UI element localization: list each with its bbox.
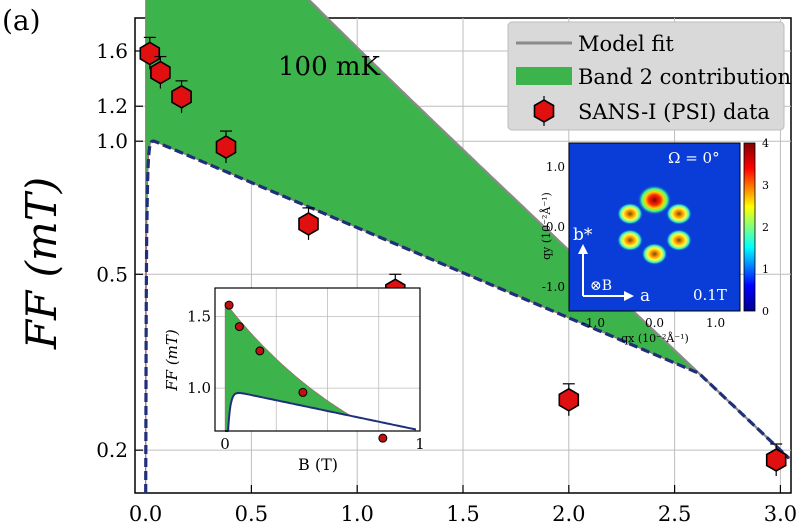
b-star-label: b*	[573, 225, 593, 245]
main-curves	[144, 0, 791, 494]
inset-x-axis-label: B (T)	[298, 455, 338, 474]
heatmap-x-tick-label: 0.0	[645, 316, 664, 330]
main-x-tick-label: 0.5	[235, 502, 268, 526]
heatmap-area	[569, 143, 740, 311]
heatmap-peaks	[617, 185, 692, 265]
inset-ticks: 0 1 1.5 1.0	[187, 308, 425, 453]
main-y-tick-label: 0.5	[96, 262, 128, 286]
main-y-axis-label: FF (mT)	[17, 177, 66, 350]
main-ticks: 0.0 0.5 1.0 1.5 2.0 2.5 3.0 1.6 1.2 1.0 0.5 0.2	[96, 39, 797, 526]
main-x-tick-label: 1.5	[446, 502, 479, 526]
legend: Model fit Band 2 contribution SANS-I (PS…	[507, 21, 791, 131]
main-y-tick-label: 1.2	[96, 94, 128, 118]
legend-data-label: SANS-I (PSI) data	[578, 100, 770, 124]
main-x-tick-label: 0.0	[129, 502, 162, 526]
heatmap-ticks: -1.0 0.0 1.0 1.0 0.0 -1.0	[542, 160, 725, 330]
legend-band-label: Band 2 contribution	[578, 65, 791, 89]
legend-model-fit-label: Model fit	[578, 32, 674, 56]
data-point	[171, 84, 192, 109]
bragg-peak	[665, 202, 692, 225]
heatmap-x-axis-label: qx (10⁻²Å⁻¹)	[621, 331, 689, 345]
inset-frame	[214, 287, 421, 432]
inset-data-point	[378, 433, 388, 443]
heatmap-y-axis-label: qy (10⁻²Å⁻¹)	[539, 192, 553, 260]
data-point	[139, 41, 161, 66]
legend-box	[507, 21, 785, 131]
main-x-tick-label: 2.0	[552, 502, 585, 526]
inset-data-points	[224, 300, 388, 443]
colorbar-tick-label: 1	[762, 263, 769, 276]
main-x-tick-label: 2.5	[658, 502, 691, 526]
heatmap-inset: Ω = 0° 0.1T b* a ⊗B -1.0 0.0 1.01.00.0-1.0…	[539, 137, 769, 345]
field-direction-label: ⊗B	[590, 278, 612, 294]
b-star-arrowhead	[578, 244, 588, 254]
colorbar	[743, 142, 756, 312]
main-x-tick-label: 3.0	[764, 502, 797, 526]
model-fit-line	[307, 0, 790, 459]
inset-band-1-line	[225, 391, 417, 432]
colorbar-tick-label: 2	[762, 221, 769, 234]
bragg-peak	[665, 229, 692, 252]
heatmap-field-label: 0.1T	[693, 286, 727, 304]
heatmap-x-tick-label: -1.0	[582, 316, 605, 330]
main-x-tick-label: 1.0	[340, 502, 373, 526]
data-point	[150, 60, 171, 85]
inset-y-tick-label: 1.5	[187, 308, 211, 326]
data-point	[765, 448, 787, 472]
data-point	[215, 135, 237, 160]
colorbar-tick-label: 3	[762, 179, 769, 192]
inset-y-axis-label: FF (mT)	[163, 329, 181, 392]
heatmap-y-tick-label: 0.0	[546, 220, 565, 234]
heatmap-y-tick-label: 1.0	[546, 160, 565, 174]
heatmap-frame	[568, 142, 741, 312]
inset-data-point	[234, 322, 244, 332]
band-1-line	[144, 139, 791, 494]
inset-data-point	[255, 346, 265, 356]
colorbar-ticks: 4 3 2 1 0	[762, 137, 769, 318]
bragg-peak	[637, 185, 672, 215]
panel-label: (a)	[2, 4, 41, 37]
inset-x-tick-label: 1	[415, 435, 425, 453]
temperature-annotation: 100 mK	[278, 52, 381, 82]
colorbar-tick-label: 0	[762, 305, 769, 318]
inset-x-tick-label: 0	[220, 435, 230, 453]
data-point	[558, 387, 580, 412]
colorbar-tick-label: 4	[762, 137, 769, 150]
a-arrowhead	[624, 291, 634, 301]
heatmap-x-tick-label: 1.0	[706, 316, 725, 330]
heatmap-y-tick-label: -1.0	[542, 280, 565, 294]
main-y-tick-label: 0.2	[96, 438, 128, 462]
legend-data-marker	[533, 96, 555, 126]
legend-band-swatch	[516, 67, 572, 85]
a-label: a	[640, 286, 650, 306]
legend-hexagon	[533, 99, 555, 123]
inset-data-point	[298, 387, 308, 397]
bragg-peak	[617, 202, 644, 225]
inset-curves	[224, 301, 417, 432]
bragg-peak	[617, 229, 644, 252]
inset-y-tick-label: 1.0	[187, 379, 211, 397]
heatmap-axes-arrows	[578, 244, 634, 301]
main-y-tick-label: 1.0	[96, 129, 128, 153]
inset-data-point	[224, 300, 234, 310]
main-y-tick-label: 1.6	[96, 39, 128, 63]
inset-chart: 0 1 1.5 1.0 FF (mT) B (T)	[163, 287, 425, 474]
data-point	[298, 211, 319, 236]
main-chart: 0.0 0.5 1.0 1.5 2.0 2.5 3.0 1.6 1.2 1.0 0.5 0.2 FF …	[17, 0, 797, 526]
heatmap-angle-label: Ω = 0°	[668, 149, 720, 167]
bragg-peak	[641, 243, 668, 265]
